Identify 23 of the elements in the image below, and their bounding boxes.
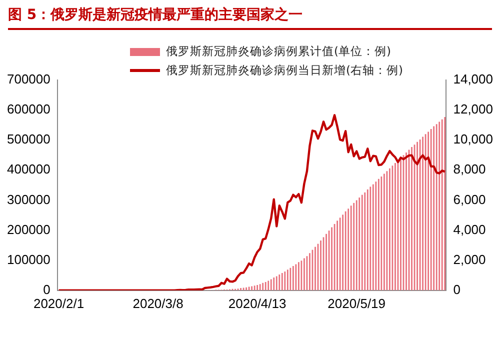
x-tick-label: 2020/2/1 [33,296,84,311]
y-tick-label: 500000 [6,132,50,147]
y-tick-label: 300000 [6,192,50,207]
y-tick-label: 400000 [6,162,50,177]
y2-tick-label: 12,000 [453,102,494,117]
y-tick-label: 0 [43,282,50,297]
x-tick-label: 2020/5/19 [328,296,386,311]
y-tick-label: 700000 [6,72,50,87]
y2-tick-label: 2,000 [453,252,486,267]
y-tick-label: 200000 [6,222,50,237]
y-tick-label: 600000 [6,102,50,117]
legend-label: 俄罗斯新冠肺炎确诊病例累计值(单位：例) [166,44,391,59]
y2-tick-label: 10,000 [453,132,494,147]
legend-label: 俄罗斯新冠肺炎确诊病例当日新增(右轴：例) [166,63,403,78]
y-tick-label: 100000 [6,252,50,267]
y2-tick-label: 8,000 [453,162,486,177]
y2-tick-label: 0 [453,282,460,297]
x-tick-label: 2020/4/13 [228,296,286,311]
x-tick-label: 2020/3/8 [132,296,184,311]
y2-tick-label: 6,000 [453,192,486,207]
y2-tick-label: 14,000 [453,72,494,87]
y2-tick-label: 4,000 [453,222,486,237]
chart-title: 图 5：俄罗斯是新冠疫情最严重的主要国家之一 [8,6,492,30]
